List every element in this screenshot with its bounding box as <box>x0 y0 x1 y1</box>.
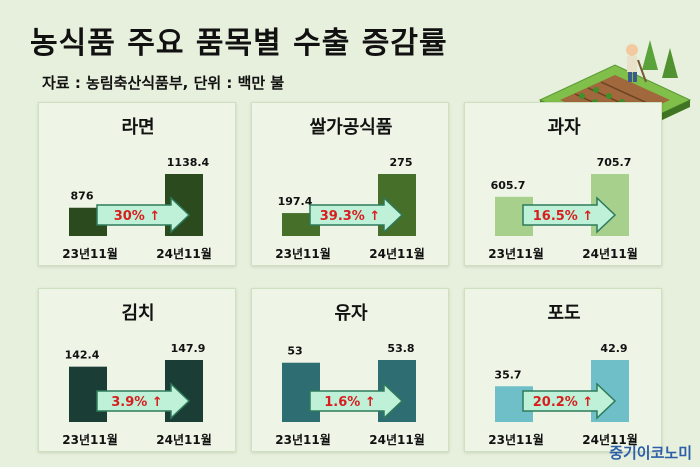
category-label: 24년11월 <box>156 432 211 447</box>
chart-svg-snacks: 과자 605.7 23년11월 705.7 24년11월 16.5% ↑ <box>488 117 637 261</box>
value-label: 705.7 <box>597 156 632 169</box>
increase-arrow <box>522 196 617 234</box>
value-label: 142.4 <box>65 349 100 362</box>
chart-panel-snacks: 과자 605.7 23년11월 705.7 24년11월 16.5% ↑ <box>464 102 662 266</box>
change-label: 20.2% ↑ <box>533 395 594 410</box>
change-label: 1.6% ↑ <box>324 395 375 410</box>
increase-arrow <box>309 196 404 234</box>
change-label: 3.9% ↑ <box>111 395 162 410</box>
value-label: 605.7 <box>491 179 526 192</box>
value-label: 197.4 <box>278 195 313 208</box>
increase-arrow <box>96 196 191 234</box>
category-label: 23년11월 <box>275 432 330 447</box>
value-label: 876 <box>71 190 94 203</box>
value-label: 275 <box>390 156 413 169</box>
value-label: 42.9 <box>600 342 627 355</box>
chart-svg-ramen: 라면 876 23년11월 1138.4 24년11월 30% ↑ <box>62 117 211 261</box>
increase-arrow <box>522 382 617 420</box>
chart-panel-grapes: 포도 35.7 23년11월 42.9 24년11월 20.2% ↑ <box>464 288 662 452</box>
change-label: 30% ↑ <box>114 209 161 224</box>
value-label: 147.9 <box>171 342 206 355</box>
chart-title: 라면 <box>121 117 154 138</box>
chart-panel-yuzu: 유자 53 23년11월 53.8 24년11월 1.6% ↑ <box>251 288 449 452</box>
value-label: 53.8 <box>387 342 414 355</box>
chart-svg-yuzu: 유자 53 23년11월 53.8 24년11월 1.6% ↑ <box>275 303 424 447</box>
category-label: 24년11월 <box>369 432 424 447</box>
category-label: 24년11월 <box>582 432 637 447</box>
chart-title: 김치 <box>121 303 154 324</box>
chart-panel-kimchi: 김치 142.4 23년11월 147.9 24년11월 3.9% ↑ <box>38 288 236 452</box>
value-label: 1138.4 <box>167 156 210 169</box>
change-label: 16.5% ↑ <box>533 209 594 224</box>
category-label: 24년11월 <box>369 246 424 261</box>
chart-svg-grapes: 포도 35.7 23년11월 42.9 24년11월 20.2% ↑ <box>488 303 637 447</box>
category-label: 23년11월 <box>488 432 543 447</box>
category-label: 23년11월 <box>62 246 117 261</box>
category-label: 24년11월 <box>156 246 211 261</box>
category-label: 23년11월 <box>62 432 117 447</box>
change-label: 39.3% ↑ <box>320 209 381 224</box>
chart-title: 포도 <box>547 303 580 324</box>
chart-title: 과자 <box>547 117 581 138</box>
chart-panel-rice-products: 쌀가공식품 197.4 23년11월 275 24년11월 39.3% ↑ <box>251 102 449 266</box>
chart-title: 유자 <box>334 303 368 324</box>
chart-panel-ramen: 라면 876 23년11월 1138.4 24년11월 30% ↑ <box>38 102 236 266</box>
value-label: 53 <box>287 345 302 358</box>
chart-svg-rice-products: 쌀가공식품 197.4 23년11월 275 24년11월 39.3% ↑ <box>275 117 424 261</box>
brand-logo-text: 중기이코노미 <box>609 444 692 462</box>
category-label: 24년11월 <box>582 246 637 261</box>
source-note: 자료 : 농림축산식품부, 단위 : 백만 불 <box>42 74 285 92</box>
category-label: 23년11월 <box>488 246 543 261</box>
increase-arrow <box>309 382 404 420</box>
category-label: 23년11월 <box>275 246 330 261</box>
value-label: 35.7 <box>494 368 521 381</box>
chart-title: 쌀가공식품 <box>310 117 393 138</box>
chart-svg-kimchi: 김치 142.4 23년11월 147.9 24년11월 3.9% ↑ <box>62 303 211 447</box>
increase-arrow <box>96 382 191 420</box>
page-title: 농식품 주요 품목별 수출 증감률 <box>30 26 448 61</box>
